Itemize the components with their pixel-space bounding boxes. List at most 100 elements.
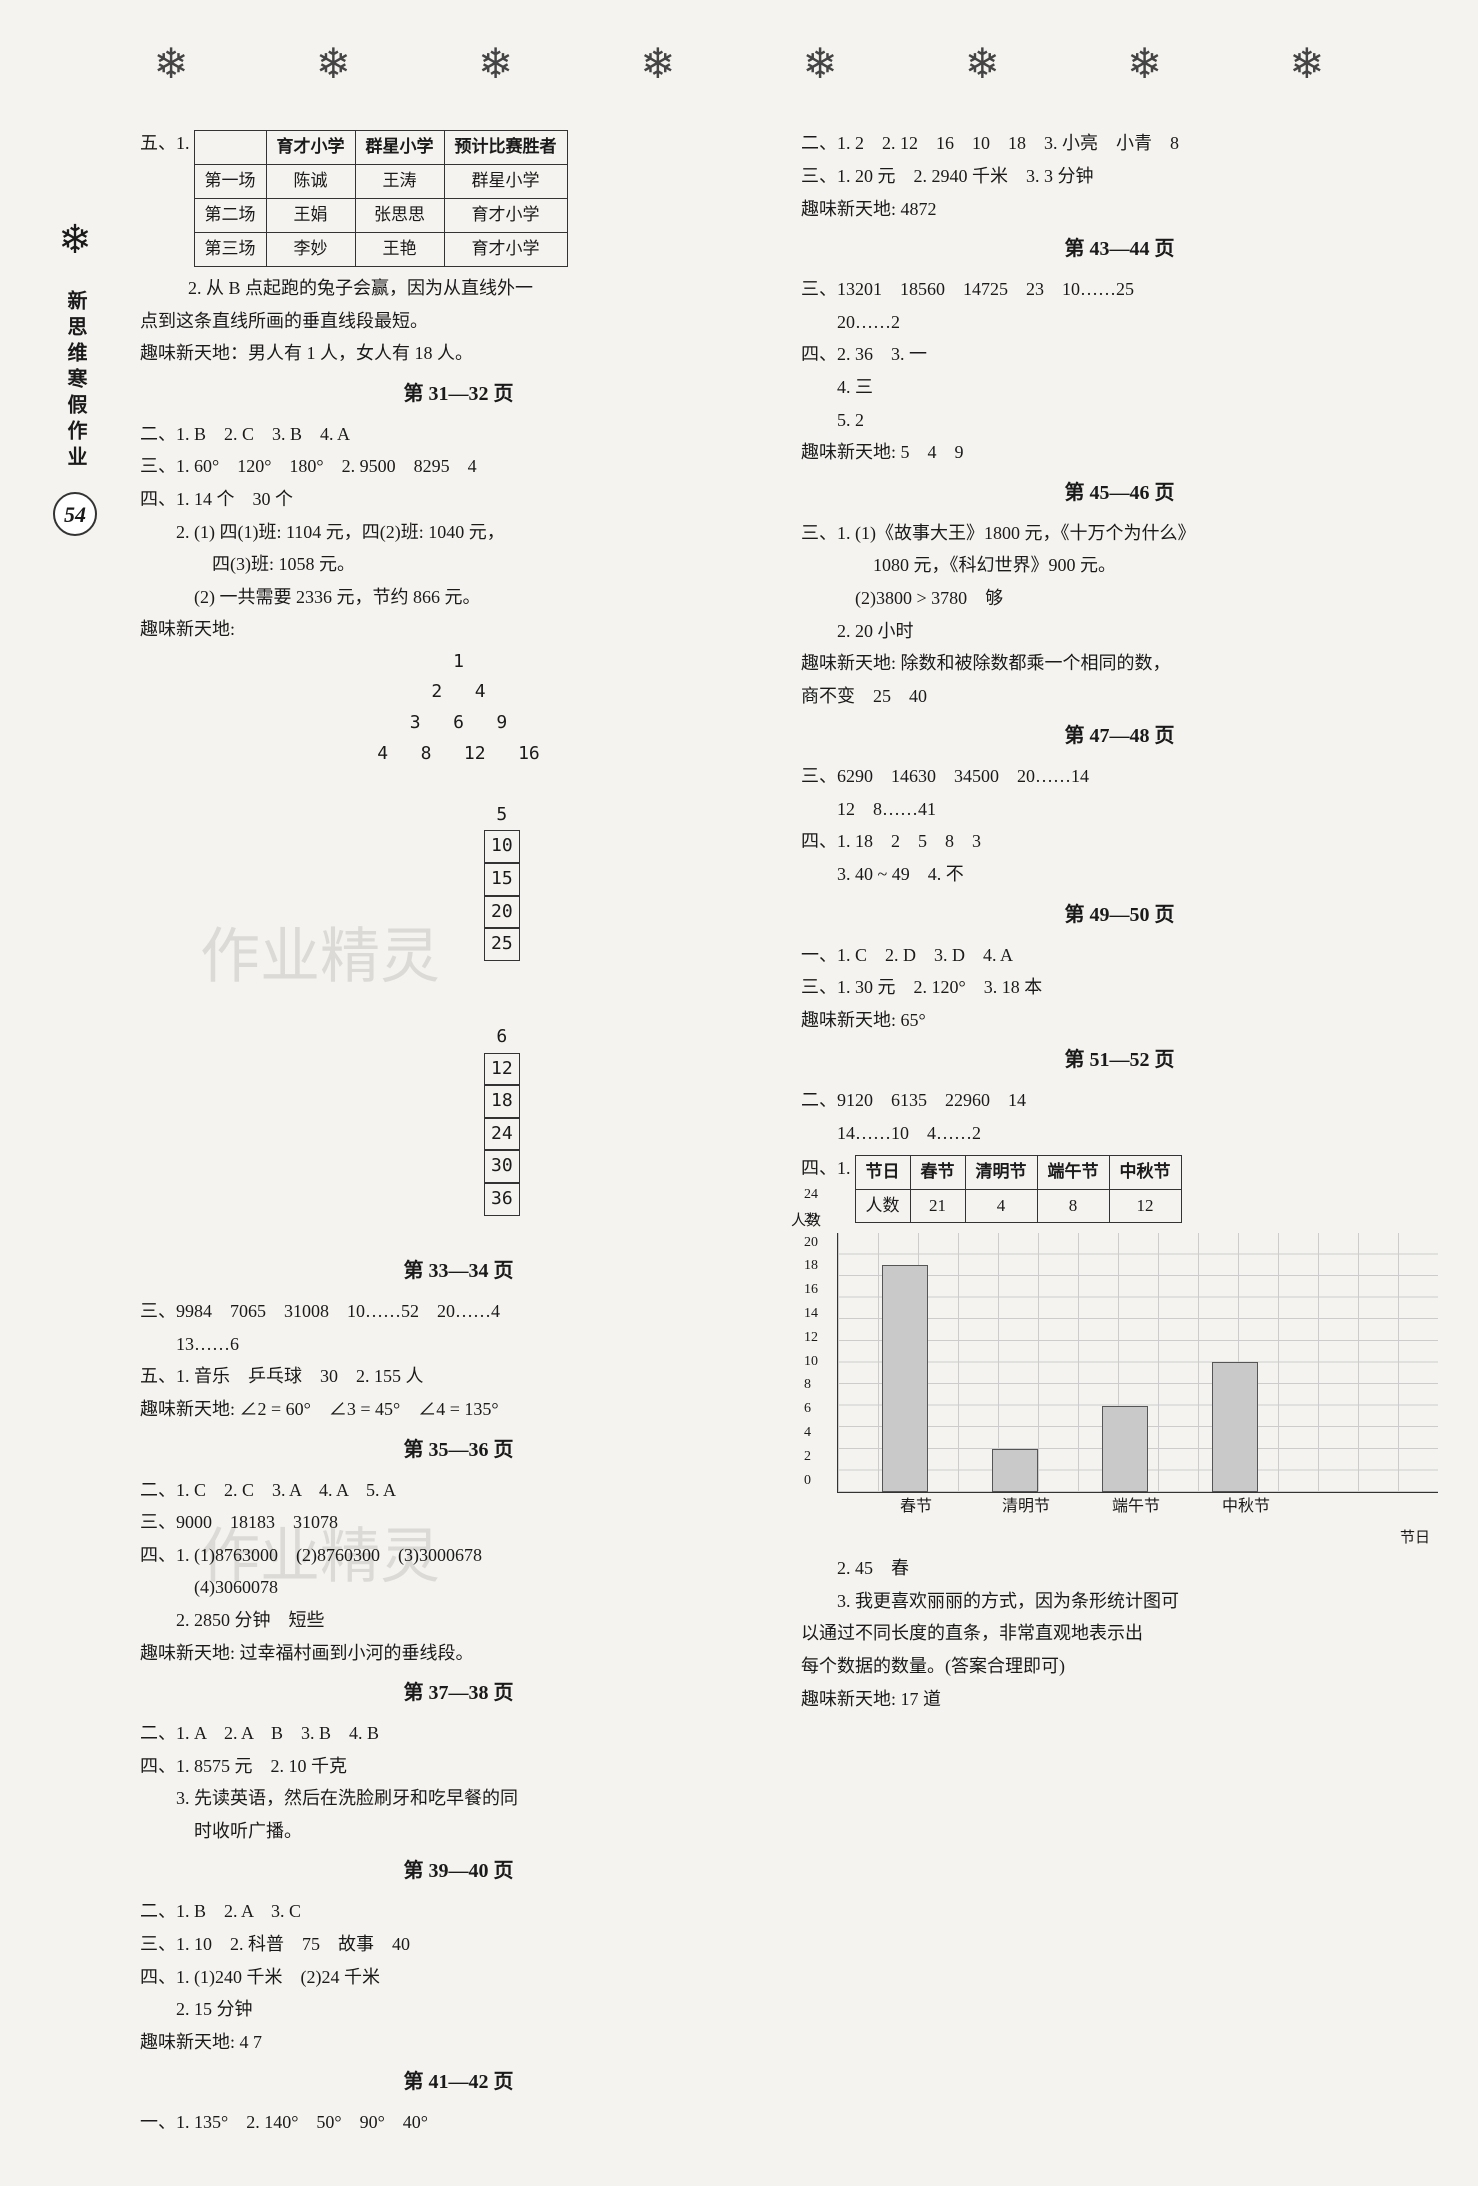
answer-line: 三、1. 20 元 2. 2940 千米 3. 3 分钟 bbox=[801, 161, 1438, 192]
table-header: 群星小学 bbox=[355, 131, 444, 165]
triangle-row: 4 8 12 16 bbox=[140, 739, 777, 770]
table-cell: 21 bbox=[910, 1189, 965, 1223]
answer-line: 趣味新天地: 65° bbox=[801, 1005, 1438, 1036]
table-header: 预计比赛胜者 bbox=[444, 131, 567, 165]
answer-line: 趣味新天地: 17 道 bbox=[801, 1684, 1438, 1715]
table-cell: 王涛 bbox=[355, 165, 444, 199]
answer-line: 每个数据的数量。(答案合理即可) bbox=[801, 1651, 1438, 1682]
table-cell: 4 bbox=[965, 1189, 1037, 1223]
triangle-row: 3 6 9 bbox=[140, 708, 777, 739]
answer-line: 趣味新天地: 除数和被除数都乘一个相同的数， bbox=[801, 648, 1438, 679]
answer-line: 四、1. 18 2 5 8 3 bbox=[801, 826, 1438, 857]
answer-line: 2. (1) 四(1)班: 1104 元，四(2)班: 1040 元， bbox=[140, 517, 777, 548]
bar-group bbox=[1180, 1362, 1290, 1492]
boxed-value: 12 bbox=[484, 1053, 520, 1086]
y-tick-label: 4 bbox=[804, 1421, 818, 1445]
snowflake-icon: ❄ bbox=[1289, 30, 1324, 101]
triangle-row: 2 4 bbox=[140, 677, 777, 708]
y-tick-label: 16 bbox=[804, 1278, 818, 1302]
answer-line: 1080 元，《科幻世界》900 元。 bbox=[801, 550, 1438, 581]
boxed-value: 15 bbox=[484, 863, 520, 896]
answer-line: 三、1. 10 2. 科普 75 故事 40 bbox=[140, 1929, 777, 1960]
snowflake-icon: ❄ bbox=[965, 30, 1000, 101]
snowflake-icon: ❄ bbox=[316, 30, 351, 101]
page-number: 54 bbox=[53, 492, 97, 536]
table-header bbox=[194, 131, 266, 165]
snowflake-icon: ❄ bbox=[58, 206, 92, 274]
table-header: 春节 bbox=[910, 1155, 965, 1189]
y-tick-label: 20 bbox=[804, 1231, 818, 1255]
table-row: 第一场 陈诚 王涛 群星小学 bbox=[194, 165, 567, 199]
answer-line: 三、1. 30 元 2. 120° 3. 18 本 bbox=[801, 972, 1438, 1003]
table-header: 清明节 bbox=[965, 1155, 1037, 1189]
table-cell: 育才小学 bbox=[444, 199, 567, 233]
right-column: 二、1. 2 2. 12 16 10 18 3. 小亮 小青 8三、1. 20 … bbox=[801, 126, 1438, 2140]
side-column: ❄ 新思维寒假作业 54 bbox=[40, 126, 110, 2140]
boxed-value: 18 bbox=[484, 1085, 520, 1118]
boxed-value: 24 bbox=[484, 1118, 520, 1151]
answer-line: 三、9984 7065 31008 10……52 20……4 bbox=[140, 1296, 777, 1327]
table-cell: 王娟 bbox=[266, 199, 355, 233]
x-labels: 春节清明节端午节中秋节 bbox=[849, 1493, 1438, 1520]
table-header: 中秋节 bbox=[1109, 1155, 1181, 1189]
answer-line: 14……10 4……2 bbox=[801, 1118, 1438, 1149]
answer-line: 点到这条直线所画的垂直线段最短。 bbox=[140, 306, 777, 337]
answer-line: 二、1. 2 2. 12 16 10 18 3. 小亮 小青 8 bbox=[801, 128, 1438, 159]
answer-line: 3. 我更喜欢丽丽的方式，因为条形统计图可 bbox=[801, 1586, 1438, 1617]
answer-line: 4. 三 bbox=[801, 372, 1438, 403]
answer-line: (4)3060078 bbox=[140, 1572, 777, 1603]
table-header: 节日 bbox=[855, 1155, 910, 1189]
answer-line: (2)3800 > 3780 够 bbox=[801, 583, 1438, 614]
x-tick-label: 清明节 bbox=[971, 1493, 1081, 1520]
answer-line: 四(3)班: 1058 元。 bbox=[140, 549, 777, 580]
boxed-value: 30 bbox=[484, 1150, 520, 1183]
answer-line: 时收听广播。 bbox=[140, 1816, 777, 1847]
answer-line: 2. 2850 分钟 短些 bbox=[140, 1605, 777, 1636]
boxed-value: 36 bbox=[484, 1183, 520, 1216]
y-tick-label: 0 bbox=[804, 1469, 818, 1493]
y-tick-label: 2 bbox=[804, 1445, 818, 1469]
answer-line: 四、1. 14 个 30 个 bbox=[140, 484, 777, 515]
answer-line: 13……6 bbox=[140, 1329, 777, 1360]
table-cell: 第二场 bbox=[194, 199, 266, 233]
section-heading: 第 47—48 页 bbox=[801, 719, 1438, 753]
answer-line: 3. 40 ~ 49 4. 不 bbox=[801, 859, 1438, 890]
triangle-prefix: 5 bbox=[496, 804, 507, 825]
table-cell: 人数 bbox=[855, 1189, 910, 1223]
bar bbox=[992, 1449, 1038, 1492]
answer-line: 三、9000 18183 31078 bbox=[140, 1507, 777, 1538]
table-cell: 第三场 bbox=[194, 233, 266, 267]
answer-line: 12 8……41 bbox=[801, 794, 1438, 825]
table-cell: 群星小学 bbox=[444, 165, 567, 199]
answer-line: 5. 2 bbox=[801, 405, 1438, 436]
answer-line: 2. 45 春 bbox=[801, 1553, 1438, 1584]
section-heading: 第 31—32 页 bbox=[140, 377, 777, 411]
left-column: 作业精灵 作业精灵 五、1. 育才小学 群星小学 预计比赛胜者 第一场 陈诚 王… bbox=[140, 126, 777, 2140]
section-heading: 第 45—46 页 bbox=[801, 476, 1438, 510]
snowflake-decor: ❄ ❄ ❄ ❄ ❄ ❄ ❄ ❄ bbox=[40, 30, 1438, 101]
table-header-row: 育才小学 群星小学 预计比赛胜者 bbox=[194, 131, 567, 165]
section-heading: 第 39—40 页 bbox=[140, 1854, 777, 1888]
answer-line: 四、1. (1)240 千米 (2)24 千米 bbox=[140, 1962, 777, 1993]
triangle-row: 5 10 15 20 25 bbox=[140, 769, 777, 991]
answer-line: 三、6290 14630 34500 20……14 bbox=[801, 761, 1438, 792]
section-heading: 第 49—50 页 bbox=[801, 898, 1438, 932]
section-heading: 第 37—38 页 bbox=[140, 1676, 777, 1710]
answer-line: 趣味新天地: 4 7 bbox=[140, 2027, 777, 2058]
table-cell: 8 bbox=[1037, 1189, 1109, 1223]
bar-group bbox=[850, 1265, 960, 1493]
x-tick-label: 端午节 bbox=[1081, 1493, 1191, 1520]
section-heading: 第 43—44 页 bbox=[801, 232, 1438, 266]
answer-line: 趣味新天地: 过幸福村画到小河的垂线段。 bbox=[140, 1638, 777, 1669]
answer-line: 趣味新天地: 5 4 9 bbox=[801, 437, 1438, 468]
y-tick-label: 24 bbox=[804, 1183, 818, 1207]
book-title-vertical: 新思维寒假作业 bbox=[58, 290, 92, 472]
bar-chart: 人数 024681012141618202224 春节清明节端午节中秋节 节日 bbox=[801, 1233, 1438, 1551]
y-tick-label: 10 bbox=[804, 1350, 818, 1374]
section-heading: 第 35—36 页 bbox=[140, 1433, 777, 1467]
table-cell: 12 bbox=[1109, 1189, 1181, 1223]
answer-line: 2. 20 小时 bbox=[801, 616, 1438, 647]
answer-line: (2) 一共需要 2336 元，节约 866 元。 bbox=[140, 582, 777, 613]
boxed-value: 25 bbox=[484, 928, 520, 961]
table-row: 第二场 王娟 张思思 育才小学 bbox=[194, 199, 567, 233]
